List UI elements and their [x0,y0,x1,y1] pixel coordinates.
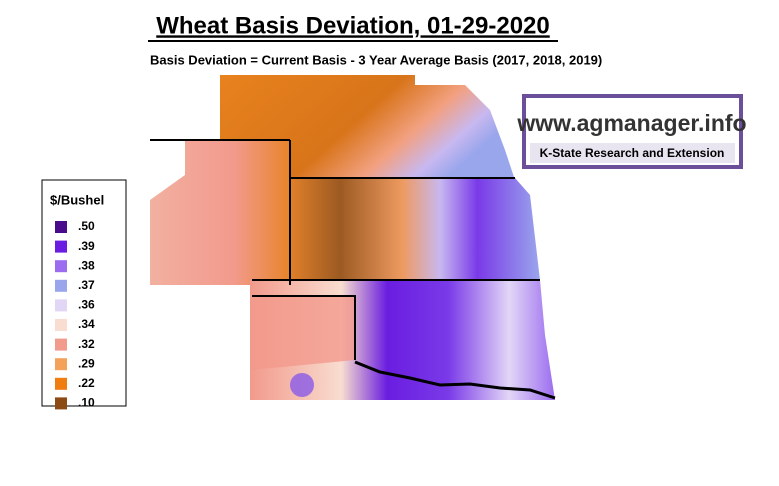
legend-swatch [55,221,67,233]
logo-org: K-State Research and Extension [540,146,725,160]
legend-title: $/Bushel [50,192,104,207]
legend-swatch [55,319,67,331]
logo-url: www.agmanager.info [516,110,746,136]
legend-swatch [55,279,67,292]
legend-swatch [55,240,67,253]
map [150,75,556,400]
legend-label: .10 [78,396,95,410]
legend-label: .37 [78,278,95,292]
region-southwest [252,296,355,370]
logo-band [530,143,735,163]
hotspot [290,373,314,397]
legend-swatch [55,299,67,312]
subtitle: Basis Deviation = Current Basis - 3 Year… [150,52,602,67]
legend: $/Bushel .50 .39 .38 .37 .36 .34 .32 .29 .22 .10 [41,179,127,410]
legend-label: .50 [78,219,95,233]
border [252,295,356,360]
legend-swatch [55,358,67,371]
river-border [354,360,556,400]
legend-label: .36 [78,298,95,312]
region-central [290,178,540,280]
logo: www.agmanager.info K-State Research and … [516,94,747,169]
legend-frame [41,179,127,407]
legend-label: .29 [78,356,95,370]
legend-label: .39 [78,239,95,253]
legend-label: .32 [78,337,95,351]
region-west [150,140,290,285]
legend-swatch [55,397,67,410]
region-north [220,75,515,180]
legend-label: .38 [78,258,95,272]
legend-label: .22 [78,376,95,390]
legend-swatch [55,260,67,273]
legend-swatch [55,338,67,351]
legend-swatch [55,377,67,390]
legend-label: .34 [78,317,95,331]
title: Wheat Basis Deviation, 01-29-2020 [156,12,550,39]
